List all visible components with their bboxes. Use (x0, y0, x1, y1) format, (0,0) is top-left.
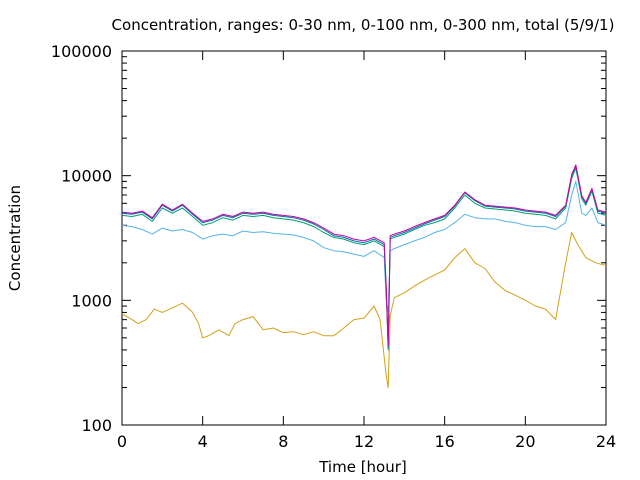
x-axis: 0 4 8 12 16 20 24 (117, 51, 616, 451)
x-tick-label: 4 (198, 432, 208, 451)
x-tick-label: 0 (117, 432, 127, 451)
y-axis: 100 1000 10000 100000 (51, 42, 606, 435)
x-tick-label: 16 (434, 432, 454, 451)
y-axis-title: Concentration (6, 185, 24, 291)
series-line-2 (121, 167, 607, 351)
x-tick-label: 8 (278, 432, 288, 451)
y-tick-label: 100000 (51, 42, 112, 61)
series-line-1 (121, 180, 607, 313)
x-axis-title: Time [hour] (318, 458, 407, 476)
x-tick-label: 12 (354, 432, 374, 451)
plot-border (121, 50, 607, 426)
y-tick-label: 10000 (61, 167, 112, 186)
series-line-0 (121, 232, 607, 388)
y-tick-label: 100 (81, 416, 112, 435)
series-group (121, 164, 607, 388)
chart-title: Concentration, ranges: 0-30 nm, 0-100 nm… (112, 16, 615, 34)
series-line-4 (121, 164, 607, 347)
x-tick-label: 24 (596, 432, 616, 451)
x-tick-label: 20 (515, 432, 535, 451)
y-tick-label: 1000 (71, 291, 112, 310)
plot-frame (121, 50, 607, 426)
